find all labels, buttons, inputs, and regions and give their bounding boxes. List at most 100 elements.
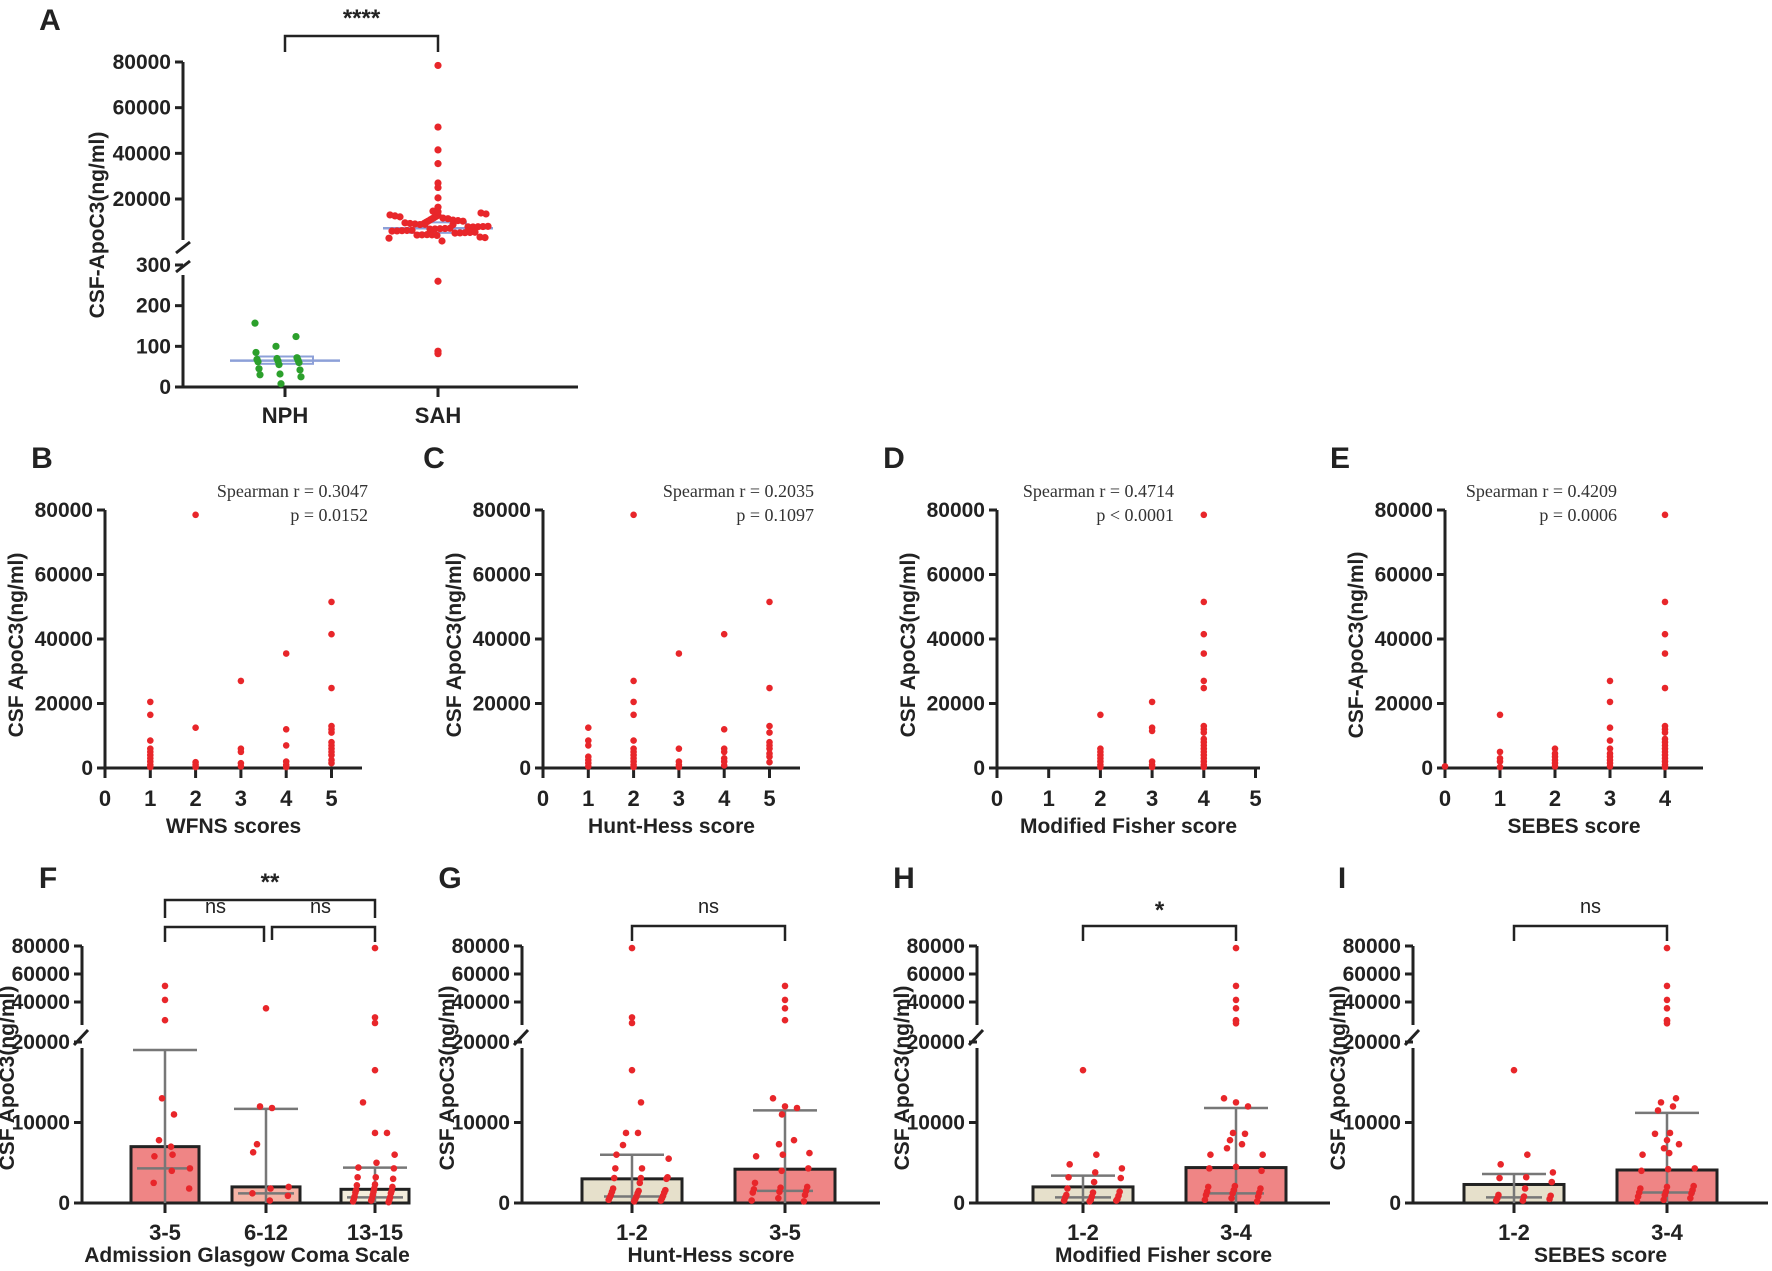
y-tick-label: 100 <box>136 335 171 358</box>
panel-letter-G: G <box>438 862 461 895</box>
data-point <box>766 729 773 736</box>
axis-break-mark <box>175 240 191 255</box>
data-point <box>266 1197 274 1204</box>
data-point <box>766 598 773 606</box>
y-tick-label: 80000 <box>12 935 70 958</box>
data-point <box>151 1153 158 1160</box>
data-point <box>282 742 290 749</box>
panel-letter-C: C <box>423 442 445 475</box>
data-point <box>630 737 637 744</box>
data-point <box>1232 982 1240 990</box>
x-tick-label: 3-4 <box>1220 1220 1253 1245</box>
x-tick-label: 5 <box>325 786 337 811</box>
y-tick-label: 300 <box>136 254 171 277</box>
panel-I: I 0 10000 20000 40000 60000 80000 CSF ApoC3(ng/… <box>1327 862 1768 1267</box>
x-tick-label: 3-5 <box>149 1220 181 1245</box>
data-point <box>282 650 290 657</box>
data-point <box>284 1192 292 1200</box>
panel-letter-F: F <box>39 862 57 895</box>
data-point <box>720 726 728 733</box>
data-point <box>1633 1198 1641 1205</box>
panel-letter-B: B <box>31 442 53 475</box>
data-point <box>383 1129 391 1137</box>
panel-H: H 0 10000 20000 40000 60000 80000 CSF ApoC3(ng/… <box>891 862 1330 1267</box>
data-point-sah <box>434 208 442 216</box>
y-tick-label: 40000 <box>12 991 70 1014</box>
data-point <box>354 1173 361 1181</box>
data-point <box>1519 1197 1527 1204</box>
data-point <box>630 711 637 719</box>
x-axis-label: SEBES score <box>1534 1244 1667 1267</box>
data-point-nph <box>296 366 304 374</box>
data-point <box>776 1188 783 1196</box>
data-point <box>1549 1169 1557 1176</box>
data-point <box>1232 1099 1240 1106</box>
data-point <box>328 598 335 606</box>
data-point-nph <box>276 370 284 378</box>
y-tick-label: 40000 <box>35 628 93 651</box>
significance-bracket <box>163 925 266 942</box>
data-point <box>1232 944 1240 952</box>
data-point <box>1522 1173 1530 1181</box>
y-tick-label: 0 <box>953 1192 965 1215</box>
x-tick-label: 1 <box>144 786 156 811</box>
x-axis-label: Modified Fisher score <box>1055 1244 1272 1267</box>
panel-F: F 0 10000 20000 40000 60000 80000 CSF ApoC3(ng/… <box>0 862 411 1267</box>
data-point <box>1496 711 1504 719</box>
data-point <box>1207 1151 1214 1158</box>
data-point <box>1661 684 1669 692</box>
data-point <box>790 1136 798 1144</box>
data-point <box>793 1104 801 1112</box>
data-point <box>1663 944 1671 952</box>
y-tick-label: 80000 <box>473 499 531 522</box>
panel-B: B 0 20000 40000 60000 80000 0 1 2 3 4 5 WFNS scores C… <box>5 442 368 838</box>
x-tick-label: 1-2 <box>1498 1220 1530 1245</box>
x-tick-label: 5 <box>763 786 775 811</box>
data-point-sah <box>385 234 393 242</box>
data-point-sah <box>434 61 442 70</box>
y-tick-label: 60000 <box>473 564 531 587</box>
data-point <box>675 650 683 657</box>
significance-label: ** <box>261 869 280 896</box>
x-tick-label: 3 <box>235 786 247 811</box>
data-point <box>1118 1165 1126 1172</box>
data-point <box>1669 1103 1677 1110</box>
y-tick-label: 0 <box>973 757 985 780</box>
data-point <box>1687 1194 1694 1202</box>
y-axis-label: CSF ApoC3(ng/ml) <box>5 553 28 738</box>
data-point <box>766 753 773 761</box>
data-point <box>1551 745 1559 752</box>
data-point <box>1200 763 1208 771</box>
data-point <box>1201 1196 1209 1204</box>
panel-letter-E: E <box>1330 442 1350 475</box>
data-point <box>1606 745 1614 752</box>
data-point <box>1661 511 1669 519</box>
y-axis-label: CSF ApoC3(ng/ml) <box>436 986 459 1171</box>
data-point <box>781 996 789 1004</box>
data-point <box>147 711 154 719</box>
x-tick-label: 1 <box>582 786 594 811</box>
y-axis-label: CSF ApoC3(ng/ml) <box>1327 986 1350 1171</box>
data-point <box>1492 1197 1500 1204</box>
data-point <box>391 1151 398 1158</box>
data-point <box>585 724 592 731</box>
data-point <box>147 737 154 744</box>
data-point <box>1223 1144 1231 1152</box>
data-point <box>385 1198 392 1206</box>
data-point <box>1064 1185 1071 1192</box>
data-point <box>371 1066 379 1074</box>
data-point <box>766 722 773 730</box>
data-point <box>1497 1161 1504 1168</box>
x-tick-label: 2 <box>1549 786 1561 811</box>
y-tick-label: 60000 <box>907 963 965 986</box>
data-point <box>1661 650 1669 657</box>
data-point <box>720 748 728 756</box>
data-point <box>781 1103 789 1110</box>
data-point <box>1200 630 1208 638</box>
x-tick-label: 2 <box>1094 786 1106 811</box>
data-point <box>630 677 637 685</box>
y-tick-label: 80000 <box>1375 499 1433 522</box>
data-point <box>249 1190 256 1197</box>
data-point-sah <box>434 194 442 202</box>
data-point <box>1651 1130 1659 1138</box>
